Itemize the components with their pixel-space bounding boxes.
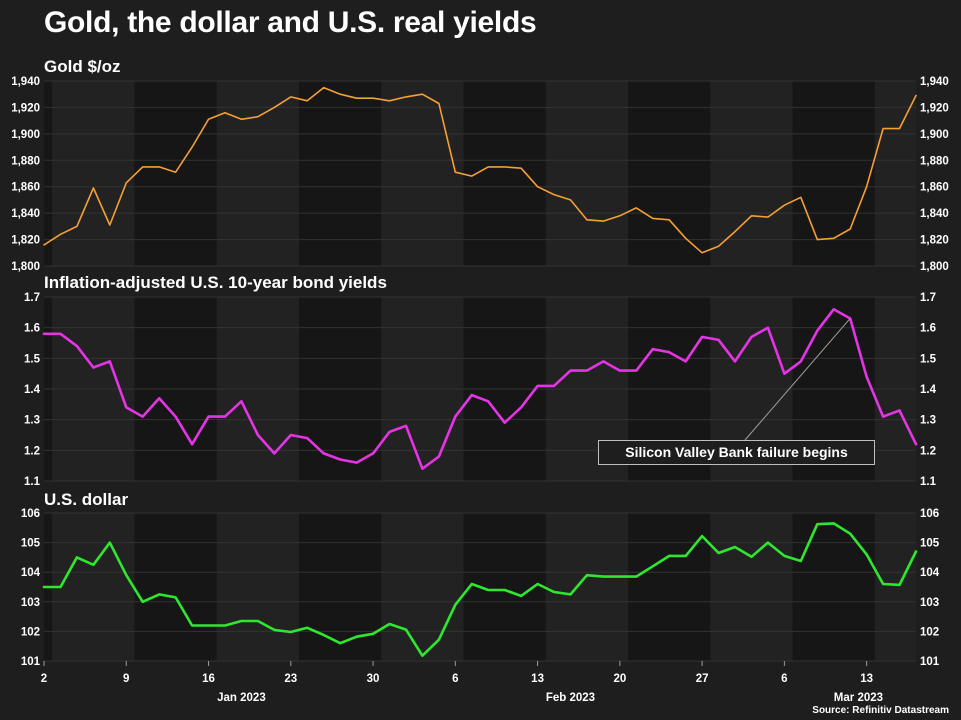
week-band xyxy=(134,513,217,661)
y-tick-label-right: 1.5 xyxy=(920,353,937,365)
week-band xyxy=(792,81,875,266)
panel-title-dollar: U.S. dollar xyxy=(44,490,129,509)
y-tick-label-left: 1.7 xyxy=(24,292,40,304)
y-tick-label-right: 1,920 xyxy=(920,102,949,114)
week-band xyxy=(216,81,300,266)
x-tick-label: 20 xyxy=(613,673,626,685)
week-band xyxy=(710,513,793,661)
week-band xyxy=(628,81,711,266)
x-tick-label: 30 xyxy=(367,673,380,685)
week-band xyxy=(545,513,629,661)
y-tick-label-right: 1.4 xyxy=(920,384,937,396)
y-tick-label-left: 101 xyxy=(21,656,41,668)
y-tick-label-left: 103 xyxy=(21,597,40,609)
week-band xyxy=(628,513,711,661)
y-tick-label-left: 1,860 xyxy=(11,182,40,194)
source-note: Source: Refinitiv Datastream xyxy=(812,705,949,716)
week-band xyxy=(545,81,629,266)
x-month-label: Feb 2023 xyxy=(546,692,595,704)
week-band xyxy=(874,513,916,661)
y-tick-label-left: 1,800 xyxy=(11,261,40,273)
y-tick-label-left: 1.3 xyxy=(24,415,40,427)
y-tick-label-right: 1,900 xyxy=(920,129,949,141)
y-tick-label-left: 1,840 xyxy=(11,208,40,220)
week-band xyxy=(52,81,135,266)
y-tick-label-left: 1.6 xyxy=(24,323,40,335)
y-tick-label-right: 1.6 xyxy=(920,323,936,335)
y-tick-label-right: 103 xyxy=(920,597,939,609)
week-band xyxy=(52,513,135,661)
y-tick-label-right: 1,880 xyxy=(920,155,949,167)
x-tick-label: 2 xyxy=(41,673,47,685)
week-band xyxy=(299,513,382,661)
y-tick-label-left: 1,920 xyxy=(11,102,40,114)
week-band xyxy=(216,513,300,661)
y-tick-label-right: 101 xyxy=(920,656,940,668)
x-tick-label: 16 xyxy=(202,673,215,685)
week-band xyxy=(874,81,916,266)
week-band xyxy=(299,81,382,266)
yields-series-line xyxy=(42,307,918,471)
dollar-series-line xyxy=(42,522,918,658)
y-tick-label-left: 105 xyxy=(21,538,41,550)
y-tick-label-left: 1,900 xyxy=(11,129,40,141)
week-band xyxy=(44,81,53,266)
week-band xyxy=(710,81,793,266)
x-tick-label: 6 xyxy=(452,673,458,685)
y-tick-label-right: 105 xyxy=(920,538,940,550)
y-tick-label-right: 104 xyxy=(920,567,940,579)
y-tick-label-right: 1.3 xyxy=(920,415,936,427)
y-tick-label-left: 1,820 xyxy=(11,235,40,247)
annotation-svb: Silicon Valley Bank failure begins xyxy=(598,440,875,465)
week-band xyxy=(134,81,217,266)
y-tick-label-right: 1.1 xyxy=(920,476,937,488)
x-tick-label: 27 xyxy=(696,673,709,685)
x-tick-label: 23 xyxy=(284,673,297,685)
y-tick-label-left: 106 xyxy=(21,508,40,520)
x-tick-label: 13 xyxy=(531,673,544,685)
x-tick-label: 6 xyxy=(781,673,787,685)
x-tick-label: 9 xyxy=(123,673,129,685)
y-tick-label-right: 1.2 xyxy=(920,445,936,457)
y-tick-label-left: 1.4 xyxy=(24,384,41,396)
week-band xyxy=(381,513,464,661)
y-tick-label-right: 102 xyxy=(920,626,939,638)
panel-title-gold: Gold $/oz xyxy=(44,57,121,76)
y-tick-label-left: 104 xyxy=(21,567,41,579)
y-tick-label-right: 1,840 xyxy=(920,208,949,220)
panel-title-yields: Inflation-adjusted U.S. 10-year bond yie… xyxy=(44,273,387,292)
y-tick-label-right: 1,860 xyxy=(920,182,949,194)
y-tick-label-left: 1.1 xyxy=(24,476,41,488)
x-month-label: Mar 2023 xyxy=(834,692,883,704)
week-band xyxy=(381,81,464,266)
y-tick-label-left: 1,880 xyxy=(11,155,40,167)
annotation-leader-line xyxy=(744,318,851,441)
y-tick-label-right: 1.7 xyxy=(920,292,936,304)
y-tick-label-right: 1,800 xyxy=(920,261,949,273)
y-tick-label-left: 1,940 xyxy=(11,76,40,88)
x-month-label: Jan 2023 xyxy=(217,692,266,704)
chart-title: Gold, the dollar and U.S. real yields xyxy=(44,6,537,39)
y-tick-label-right: 1,820 xyxy=(920,235,949,247)
y-tick-label-left: 102 xyxy=(21,626,40,638)
y-tick-label-right: 106 xyxy=(920,508,939,520)
y-tick-label-right: 1,940 xyxy=(920,76,949,88)
gold-series-line xyxy=(43,86,917,254)
y-tick-label-left: 1.2 xyxy=(24,445,40,457)
y-tick-label-left: 1.5 xyxy=(24,353,41,365)
week-band xyxy=(792,513,875,661)
x-tick-label: 13 xyxy=(860,673,873,685)
